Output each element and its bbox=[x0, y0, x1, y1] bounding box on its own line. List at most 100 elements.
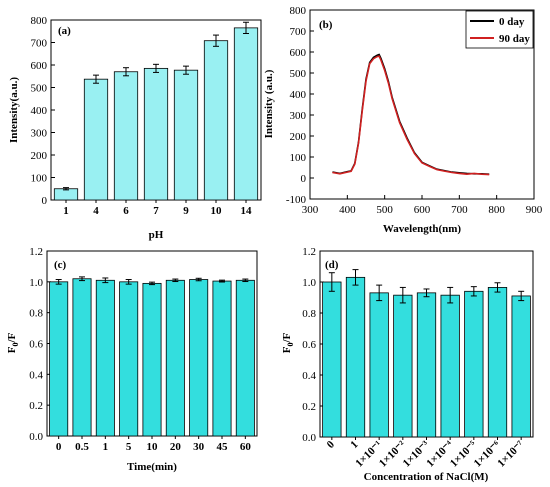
y-tick-label: 0.4 bbox=[29, 369, 43, 381]
legend-b: 0 day 90 day bbox=[465, 10, 534, 49]
bar bbox=[464, 290, 484, 438]
x-tick-label: 0 bbox=[325, 438, 338, 451]
x-tick-label: 300 bbox=[302, 204, 319, 216]
y-tick-label: 600 bbox=[290, 47, 307, 59]
x-axis-label-d: Concentration of NaCl(M) bbox=[364, 471, 489, 483]
x-tick-label: 1×10⁻⁷ bbox=[495, 438, 527, 470]
y-tick-label: 100 bbox=[290, 152, 307, 164]
x-tick-label: 400 bbox=[339, 204, 356, 216]
bar bbox=[165, 279, 185, 437]
x-axis-label-a: pH bbox=[149, 229, 164, 241]
legend-box-b bbox=[465, 10, 534, 49]
bar bbox=[393, 294, 413, 438]
x-tick-label: 1 bbox=[103, 441, 109, 453]
y-axis-label-d: F0/F bbox=[281, 332, 295, 353]
bar bbox=[95, 279, 115, 437]
x-tick-label: 5 bbox=[126, 441, 132, 453]
y-tick-label: -100 bbox=[286, 194, 307, 206]
y-tick-label: 1.2 bbox=[29, 246, 43, 258]
bar bbox=[189, 279, 209, 437]
bar bbox=[83, 78, 109, 201]
y-tick-label: 100 bbox=[31, 173, 48, 185]
y-axis-label-b: Intensity (a.u.) bbox=[263, 69, 275, 138]
panel-c: (c) Time(min) F0/F 0.0 0.2 0.4 0.6 0.8 1.0 1.2… bbox=[6, 246, 258, 473]
panel-a: (a) pH Intensity(a.u.) 0 100 200 300 400 500 6… bbox=[8, 15, 262, 241]
bar bbox=[143, 67, 169, 201]
bar bbox=[203, 40, 229, 201]
panel-b: (b) Wavelength(nm) Intensity (a.u.) 0 da… bbox=[263, 5, 543, 235]
legend-label-90day: 90 day bbox=[499, 33, 530, 45]
bar bbox=[369, 292, 389, 438]
y-tick-label: 500 bbox=[31, 83, 48, 95]
y-tick-label: 300 bbox=[290, 110, 307, 122]
x-tick-label: 10 bbox=[147, 441, 159, 453]
bar bbox=[322, 281, 342, 438]
y-tick-label: 1.0 bbox=[29, 277, 43, 289]
bar bbox=[173, 69, 199, 201]
bar bbox=[72, 278, 92, 437]
x-tick-label: 800 bbox=[488, 204, 505, 216]
bar bbox=[212, 280, 232, 437]
x-tick-label: 20 bbox=[170, 441, 182, 453]
y-axis-label-text-c: F0/F bbox=[6, 332, 20, 353]
x-tick-label: 1 bbox=[63, 205, 69, 217]
x-tick-label: 45 bbox=[217, 441, 229, 453]
y-tick-label: 0.0 bbox=[302, 432, 316, 444]
x-tick-label: 10 bbox=[211, 205, 223, 217]
y-tick-label: 200 bbox=[31, 150, 48, 162]
y-tick-label: 300 bbox=[31, 128, 48, 140]
bar bbox=[440, 294, 460, 438]
x-tick-label: 0 bbox=[56, 441, 62, 453]
y-tick-label: 700 bbox=[31, 38, 48, 50]
legend-label-0day: 0 day bbox=[499, 16, 525, 28]
bar bbox=[345, 276, 366, 438]
x-axis-label-c: Time(min) bbox=[127, 461, 177, 473]
y-tick-label: 0.6 bbox=[302, 339, 316, 351]
x-tick-label: 900 bbox=[526, 204, 543, 216]
x-tick-label: 500 bbox=[376, 204, 393, 216]
bar bbox=[511, 295, 531, 438]
bar bbox=[416, 292, 437, 438]
x-tick-label: 30 bbox=[193, 441, 205, 453]
y-tick-label: 0.6 bbox=[29, 339, 43, 351]
y-tick-label: 0 bbox=[301, 173, 307, 185]
y-tick-label: 0.2 bbox=[302, 401, 316, 413]
x-tick-label: 4 bbox=[93, 205, 99, 217]
bar bbox=[142, 282, 162, 437]
x-tick-label: 600 bbox=[414, 204, 431, 216]
y-axis-label-c: F0/F bbox=[6, 332, 20, 353]
x-tick-label: 7 bbox=[153, 205, 159, 217]
y-tick-label: 600 bbox=[31, 60, 48, 72]
panel-d: (d) Concentration of NaCl(M) F0/F 0.0 0.2… bbox=[281, 246, 534, 483]
panel-label-a: (a) bbox=[58, 25, 71, 37]
bar bbox=[233, 27, 259, 201]
bar bbox=[49, 281, 69, 437]
y-tick-label: 400 bbox=[290, 89, 307, 101]
series-line-90day bbox=[332, 55, 490, 176]
y-tick-label: 800 bbox=[31, 15, 48, 27]
y-tick-label: 0.4 bbox=[302, 370, 316, 382]
y-tick-label: 0.0 bbox=[29, 431, 43, 443]
y-axis-label-text-d: F0/F bbox=[281, 332, 295, 353]
y-tick-label: 500 bbox=[290, 68, 307, 80]
x-tick-label: 1 bbox=[348, 439, 360, 451]
y-tick-label: 0.8 bbox=[29, 308, 43, 320]
x-tick-label: 6 bbox=[123, 205, 129, 217]
y-tick-label: 1.0 bbox=[302, 277, 316, 289]
y-tick-label: 0.2 bbox=[29, 400, 43, 412]
y-tick-label: 800 bbox=[290, 5, 307, 17]
bar bbox=[53, 188, 79, 201]
panel-label-b: (b) bbox=[319, 19, 333, 31]
bar bbox=[235, 279, 255, 437]
x-tick-label: 60 bbox=[240, 441, 252, 453]
panel-label-c: (c) bbox=[54, 259, 67, 271]
panel-label-d: (d) bbox=[325, 259, 339, 271]
bar bbox=[113, 71, 139, 201]
y-axis-label-a: Intensity(a.u.) bbox=[8, 77, 20, 143]
x-tick-label: 0.5 bbox=[75, 441, 89, 453]
bar bbox=[487, 287, 508, 438]
x-axis-label-b: Wavelength(nm) bbox=[383, 223, 462, 235]
y-tick-label: 0 bbox=[42, 195, 48, 207]
y-tick-label: 200 bbox=[290, 131, 307, 143]
